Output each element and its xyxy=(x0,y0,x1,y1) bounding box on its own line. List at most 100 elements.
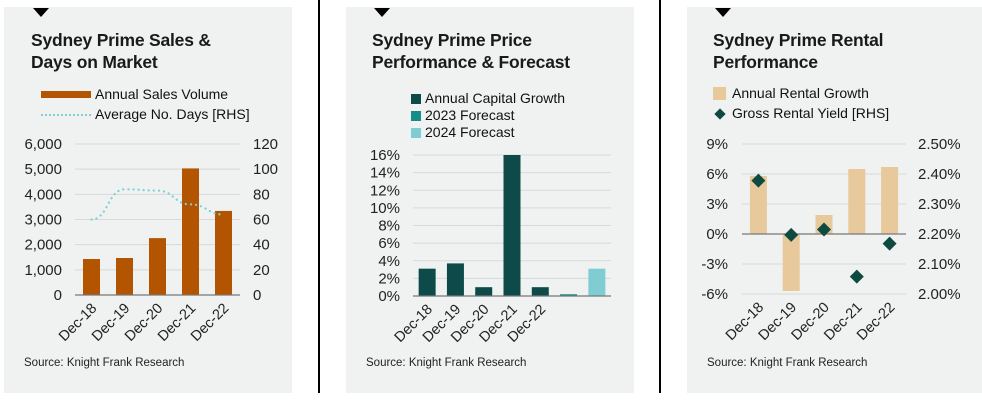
y2-tick-label: 80 xyxy=(253,186,270,203)
legend-label: 2024 Forecast xyxy=(425,124,515,140)
bar xyxy=(782,234,800,291)
y-tick-label: 8% xyxy=(378,218,400,235)
y2-tick-label: 2.50% xyxy=(918,136,961,153)
title-line: Sydney Prime Rental xyxy=(713,30,884,50)
y-tick-label: 1,000 xyxy=(24,262,62,279)
bar xyxy=(531,287,549,296)
bar xyxy=(475,287,493,296)
square-swatch-icon xyxy=(411,93,421,104)
source-note: Source: Knight Frank Research xyxy=(366,357,527,369)
y-tick-label: 0 xyxy=(54,287,62,304)
y-tick-label: -6% xyxy=(701,286,728,303)
bar xyxy=(215,210,232,295)
y-tick-label: 6% xyxy=(706,166,728,183)
square-swatch-icon xyxy=(411,110,421,121)
bar xyxy=(149,238,166,295)
divider-1 xyxy=(318,0,320,393)
y2-tick-label: 2.10% xyxy=(918,256,961,273)
bar xyxy=(749,176,767,234)
chart-title: Sydney Prime Sales & Days on Market xyxy=(31,29,211,73)
marker-triangle-icon xyxy=(374,8,390,17)
source-note: Source: Knight Frank Research xyxy=(24,357,185,369)
bar xyxy=(560,294,578,296)
title-line: Sydney Prime Price xyxy=(372,30,532,50)
legend-item-yield: Gross Rental Yield [RHS] xyxy=(713,105,889,122)
title-line: Performance & Forecast xyxy=(372,52,570,72)
y2-tick-label: 60 xyxy=(253,212,270,229)
title-line: Sydney Prime Sales & xyxy=(31,30,211,50)
sales-chart-panel: Sydney Prime Sales & Days on Market Annu… xyxy=(4,7,292,393)
legend-item-growth: Annual Capital Growth xyxy=(411,90,565,107)
y-tick-label: 10% xyxy=(370,200,400,217)
bar xyxy=(116,258,133,295)
bar xyxy=(503,155,521,296)
dotted-line-swatch-icon xyxy=(41,113,91,116)
bar xyxy=(418,268,436,296)
legend-item-rental: Annual Rental Growth xyxy=(713,85,889,102)
price-chart-panel: Sydney Prime Price Performance & Forecas… xyxy=(346,7,634,393)
divider-2 xyxy=(659,0,661,393)
bar xyxy=(446,263,464,296)
y-tick-label: 16% xyxy=(370,147,400,164)
square-swatch-icon xyxy=(411,127,421,138)
legend-label: Annual Capital Growth xyxy=(425,90,566,106)
y-tick-label: 4% xyxy=(378,253,400,270)
legend-item-sales: Annual Sales Volume xyxy=(41,86,250,103)
marker-triangle-icon xyxy=(33,8,49,17)
yield-diamond-point xyxy=(817,222,831,237)
days-line xyxy=(90,188,225,221)
chart-title: Sydney Prime Price Performance & Forecas… xyxy=(372,29,570,73)
y2-tick-label: 2.30% xyxy=(918,196,961,213)
y2-tick-label: 2.40% xyxy=(918,166,961,183)
bar xyxy=(848,169,866,234)
yield-diamond-point xyxy=(751,173,766,188)
yield-diamond-point xyxy=(784,227,799,242)
legend-label: Annual Rental Growth xyxy=(732,85,869,101)
source-note: Source: Knight Frank Research xyxy=(707,357,868,369)
legend-label: Average No. Days [RHS] xyxy=(95,106,250,122)
legend: Annual Capital Growth 2023 Forecast 2024… xyxy=(411,90,565,141)
marker-triangle-icon xyxy=(715,8,731,17)
y-tick-label: 12% xyxy=(370,182,400,199)
y2-tick-label: 120 xyxy=(253,136,278,153)
legend-label: Gross Rental Yield [RHS] xyxy=(732,105,890,121)
legend: Annual Sales Volume Average No. Days [RH… xyxy=(41,86,250,123)
legend-item-2024: 2024 Forecast xyxy=(411,124,565,141)
y-tick-label: 5,000 xyxy=(24,161,62,178)
y2-tick-label: 20 xyxy=(253,262,270,279)
sales-chart-plot: 6,000 5,000 4,000 3,000 2,000 1,000 0 120 100 80 6… xyxy=(24,136,278,345)
y-tick-label: 14% xyxy=(370,165,400,182)
legend-label: Annual Sales Volume xyxy=(95,86,229,102)
y2-tick-label: 2.20% xyxy=(918,226,961,243)
title-line: Performance xyxy=(713,52,818,72)
y-tick-label: 3,000 xyxy=(24,212,62,229)
rental-chart-panel: Sydney Prime Rental Performance Annual R… xyxy=(687,7,982,393)
chart-title: Sydney Prime Rental Performance xyxy=(713,29,883,73)
title-line: Days on Market xyxy=(31,52,158,72)
legend-item-days: Average No. Days [RHS] xyxy=(41,106,250,123)
yield-diamond-point xyxy=(849,269,864,284)
y-tick-label: -3% xyxy=(701,256,728,273)
y-tick-label: 9% xyxy=(706,136,728,153)
yield-diamond-point xyxy=(882,236,897,251)
bar xyxy=(83,259,100,295)
rental-chart-plot: 9% 6% 3% 0% -3% -6% 2.50% 2.40% 2.30% 2.20% 2.10% 2… xyxy=(701,136,961,344)
legend-label: 2023 Forecast xyxy=(425,107,515,123)
y-tick-label: 0% xyxy=(378,288,400,305)
y-tick-label: 3% xyxy=(706,196,728,213)
y2-tick-label: 2.00% xyxy=(918,286,961,303)
y-tick-label: 6,000 xyxy=(24,136,62,153)
y-tick-label: 6% xyxy=(378,235,400,252)
y2-tick-label: 100 xyxy=(253,161,278,178)
y2-tick-label: 40 xyxy=(253,237,270,254)
bar-swatch-icon xyxy=(41,91,91,98)
y-tick-label: 2% xyxy=(378,270,400,287)
bar xyxy=(588,268,606,296)
y-tick-label: 4,000 xyxy=(24,186,62,203)
legend: Annual Rental Growth Gross Rental Yield … xyxy=(713,85,889,122)
price-chart-plot: 16%14%12%10%8%6%4%2%0%Dec-18Dec-19Dec-20… xyxy=(370,147,611,346)
y2-tick-label: 0 xyxy=(253,287,261,304)
y-tick-label: 2,000 xyxy=(24,237,62,254)
legend-item-2023: 2023 Forecast xyxy=(411,107,565,124)
bar xyxy=(182,168,199,295)
